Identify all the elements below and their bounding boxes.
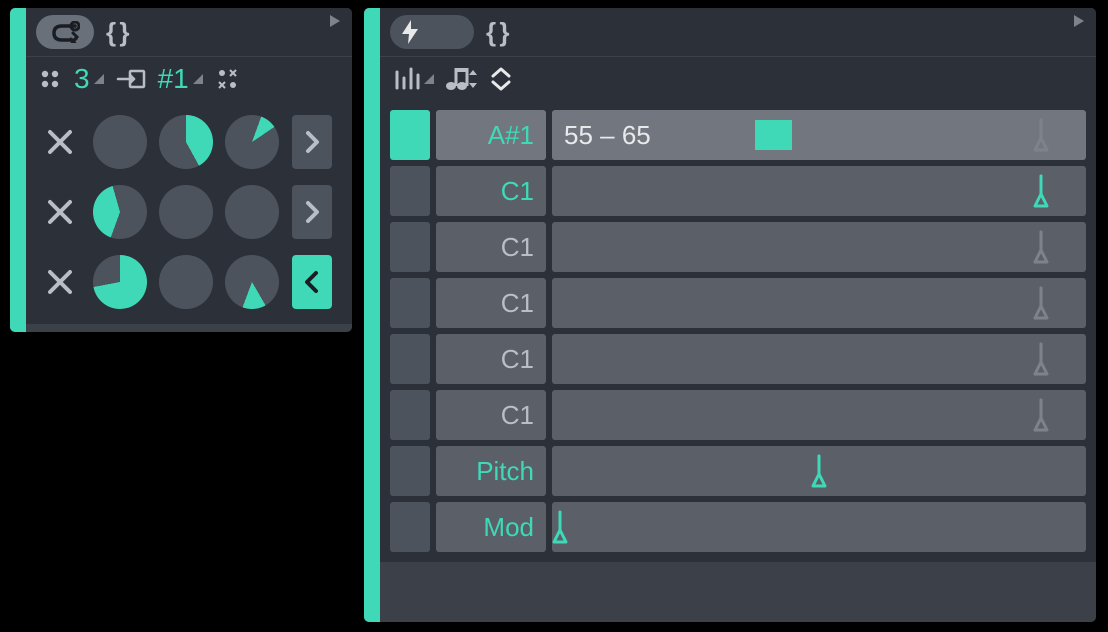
- shuffle-dots-icon[interactable]: [215, 66, 241, 92]
- row-label[interactable]: A#1: [436, 110, 546, 160]
- left-toolbar: 3 #1: [26, 56, 352, 100]
- panel-stripe: [10, 8, 26, 332]
- row-label[interactable]: C1: [436, 222, 546, 272]
- row-label[interactable]: Mod: [436, 502, 546, 552]
- row-active-toggle[interactable]: [390, 278, 430, 328]
- randomize-panel: { } 3: [10, 8, 352, 332]
- param-row: Pitch: [390, 446, 1086, 496]
- param-row: C1: [390, 278, 1086, 328]
- param-row: C1: [390, 166, 1086, 216]
- randomize-grid: [26, 100, 352, 324]
- slider-handle[interactable]: [1033, 398, 1049, 432]
- row-active-toggle[interactable]: [390, 222, 430, 272]
- pie-cell[interactable]: [156, 250, 216, 314]
- bars-icon[interactable]: [392, 66, 434, 92]
- slider-handle[interactable]: [811, 454, 827, 488]
- panel-stripe: [364, 8, 380, 622]
- slot-value: 55 – 65: [564, 120, 651, 151]
- pie-cell[interactable]: [156, 110, 216, 174]
- play-icon[interactable]: [328, 14, 342, 33]
- panel-header: { }: [380, 8, 1096, 56]
- row-slider[interactable]: [552, 222, 1086, 272]
- row-label[interactable]: C1: [436, 390, 546, 440]
- corner-marker: [193, 74, 203, 84]
- slider-handle[interactable]: [1033, 286, 1049, 320]
- right-toolbar: [380, 56, 1096, 100]
- slider-handle[interactable]: [1033, 342, 1049, 376]
- four-dots-icon[interactable]: [38, 67, 62, 91]
- row-slider[interactable]: [552, 166, 1086, 216]
- row-delete-button[interactable]: [36, 110, 84, 174]
- note-updown-icon[interactable]: [444, 66, 478, 92]
- row-slider[interactable]: [552, 390, 1086, 440]
- row-slider[interactable]: [552, 502, 1086, 552]
- route-toggle[interactable]: [36, 15, 94, 49]
- parameter-rows: A#1 55 – 65 C1 C1 C1 C1: [380, 100, 1096, 562]
- slider-handle[interactable]: [552, 510, 568, 544]
- hash-value[interactable]: #1: [158, 63, 189, 95]
- play-icon[interactable]: [1072, 14, 1086, 33]
- param-row: C1: [390, 334, 1086, 384]
- pie-cell[interactable]: [222, 180, 282, 244]
- row-active-toggle[interactable]: [390, 166, 430, 216]
- braces-icon[interactable]: { }: [102, 17, 131, 48]
- row-active-toggle[interactable]: [390, 446, 430, 496]
- row-active-toggle[interactable]: [390, 334, 430, 384]
- count-value[interactable]: 3: [74, 63, 90, 95]
- row-slider[interactable]: [552, 334, 1086, 384]
- row-delete-button[interactable]: [36, 250, 84, 314]
- input-route-icon[interactable]: [116, 67, 146, 91]
- param-row: C1: [390, 222, 1086, 272]
- param-row: A#1 55 – 65: [390, 110, 1086, 160]
- pie-cell[interactable]: [90, 110, 150, 174]
- expand-icon[interactable]: [488, 66, 514, 92]
- row-chevron-button[interactable]: [288, 110, 336, 174]
- braces-icon[interactable]: { }: [482, 17, 511, 48]
- corner-marker: [94, 74, 104, 84]
- bolt-toggle[interactable]: [390, 15, 474, 49]
- pie-cell[interactable]: [222, 250, 282, 314]
- row-active-toggle[interactable]: [390, 502, 430, 552]
- row-slider[interactable]: 55 – 65: [552, 110, 1086, 160]
- range-fill: [755, 120, 792, 150]
- row-delete-button[interactable]: [36, 180, 84, 244]
- slider-handle[interactable]: [1033, 230, 1049, 264]
- row-chevron-button[interactable]: [288, 180, 336, 244]
- pie-cell[interactable]: [222, 110, 282, 174]
- row-label[interactable]: C1: [436, 278, 546, 328]
- row-label[interactable]: Pitch: [436, 446, 546, 496]
- row-chevron-button[interactable]: [288, 250, 336, 314]
- parameter-panel: { }: [364, 8, 1096, 622]
- pie-cell[interactable]: [156, 180, 216, 244]
- row-active-toggle[interactable]: [390, 390, 430, 440]
- panel-header: { }: [26, 8, 352, 56]
- row-slider[interactable]: [552, 278, 1086, 328]
- corner-marker: [424, 74, 434, 84]
- row-label[interactable]: C1: [436, 334, 546, 384]
- param-row: Mod: [390, 502, 1086, 552]
- param-row: C1: [390, 390, 1086, 440]
- pie-cell[interactable]: [90, 180, 150, 244]
- row-active-toggle[interactable]: [390, 110, 430, 160]
- row-slider[interactable]: [552, 446, 1086, 496]
- slider-handle[interactable]: [1033, 174, 1049, 208]
- row-label[interactable]: C1: [436, 166, 546, 216]
- pie-cell[interactable]: [90, 250, 150, 314]
- slider-handle[interactable]: [1033, 118, 1049, 152]
